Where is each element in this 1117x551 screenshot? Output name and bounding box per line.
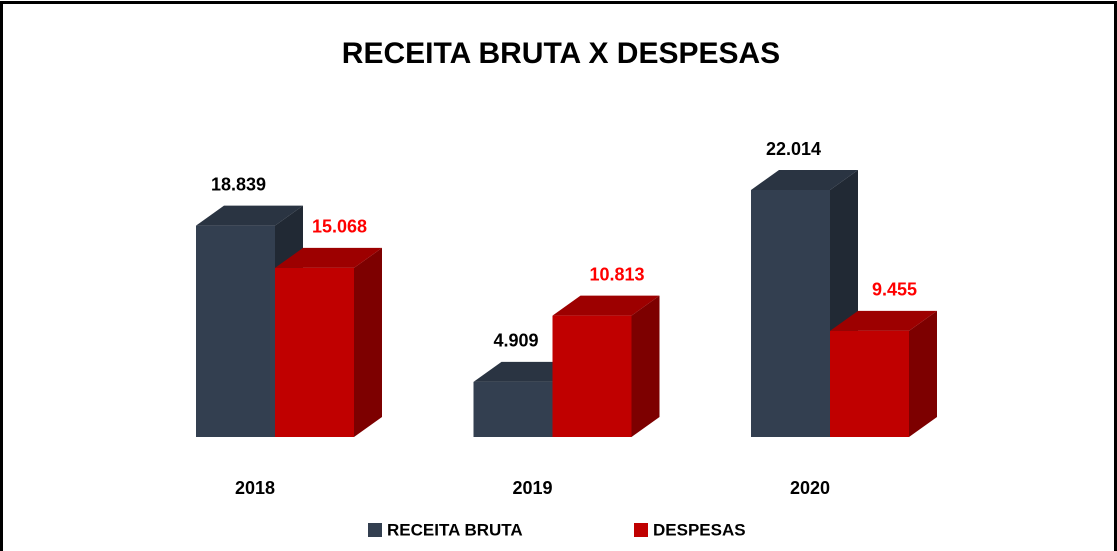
bar-face — [909, 310, 937, 437]
x-tick-label: 2019 — [512, 478, 552, 498]
legend-label: DESPESAS — [653, 520, 746, 539]
bar-face — [830, 330, 909, 437]
bar-face — [275, 247, 382, 268]
data-label: 22.014 — [766, 139, 821, 159]
legend-swatch — [368, 523, 382, 537]
bar-face — [196, 225, 275, 437]
data-label: 15.068 — [312, 217, 367, 237]
legend-swatch — [634, 523, 648, 537]
x-tick-label: 2018 — [235, 478, 275, 498]
legend-label: RECEITA BRUTA — [387, 520, 523, 539]
bar — [275, 247, 382, 437]
data-label: 18.839 — [211, 174, 266, 194]
bar-face — [473, 381, 553, 437]
bar — [830, 310, 937, 437]
bar-face — [631, 295, 660, 437]
bar-face — [354, 247, 382, 437]
data-label: 9.455 — [872, 280, 917, 300]
bar-face — [830, 310, 937, 331]
data-label: 4.909 — [493, 331, 538, 351]
bar-face — [552, 315, 632, 437]
data-label: 10.813 — [589, 264, 644, 284]
x-tick-label: 2020 — [790, 478, 830, 498]
chart-title: RECEITA BRUTA X DESPESAS — [342, 37, 780, 70]
bar-face — [552, 295, 660, 316]
bar-face — [275, 267, 354, 437]
bar-face — [751, 170, 858, 190]
bar — [552, 295, 660, 437]
bar-face — [196, 205, 303, 226]
bar-face — [751, 190, 830, 437]
